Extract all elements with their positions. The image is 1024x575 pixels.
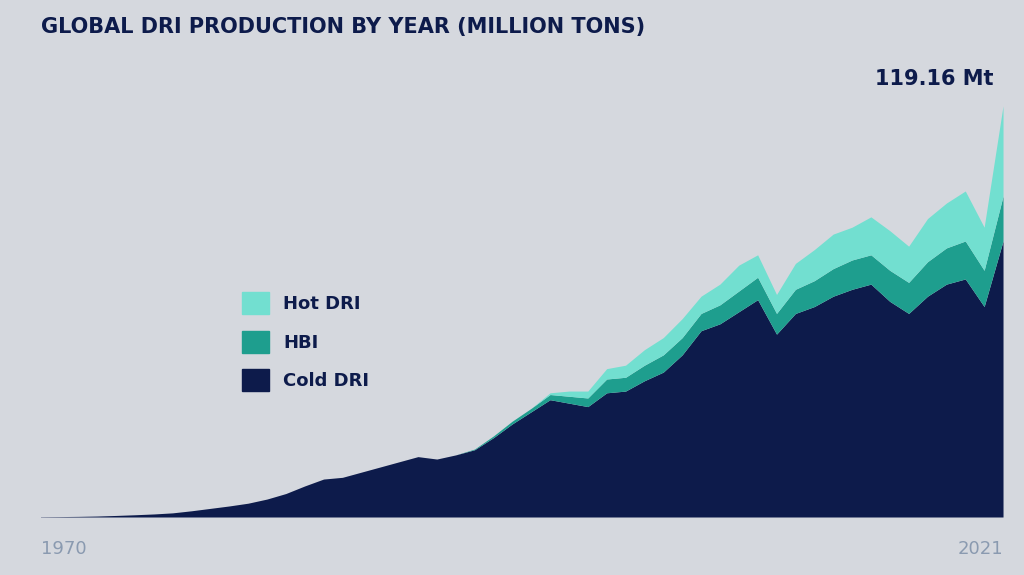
Text: 1970: 1970 — [41, 540, 87, 558]
Text: 119.16 Mt: 119.16 Mt — [874, 69, 993, 89]
Legend: Hot DRI, HBI, Cold DRI: Hot DRI, HBI, Cold DRI — [234, 285, 376, 398]
Text: 2021: 2021 — [957, 540, 1004, 558]
Text: GLOBAL DRI PRODUCTION BY YEAR (MILLION TONS): GLOBAL DRI PRODUCTION BY YEAR (MILLION T… — [41, 17, 645, 37]
